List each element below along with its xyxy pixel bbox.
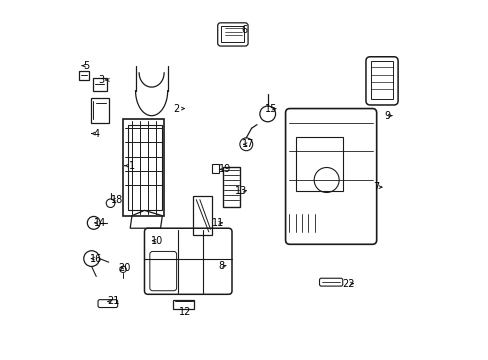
- Text: 22: 22: [341, 279, 354, 289]
- Text: 19: 19: [218, 164, 230, 174]
- Text: 1: 1: [129, 161, 135, 171]
- Bar: [296, 137, 342, 191]
- Text: 4: 4: [93, 129, 99, 139]
- Text: 21: 21: [107, 296, 119, 306]
- FancyBboxPatch shape: [217, 23, 247, 46]
- Text: 9: 9: [384, 111, 389, 121]
- Text: 5: 5: [83, 61, 90, 71]
- Bar: [223, 167, 240, 207]
- Bar: [370, 62, 393, 99]
- Text: 18: 18: [110, 195, 122, 204]
- Text: 17: 17: [242, 139, 254, 149]
- Text: 10: 10: [150, 236, 163, 246]
- Text: 15: 15: [264, 104, 277, 113]
- FancyBboxPatch shape: [144, 228, 231, 294]
- Bar: [212, 164, 219, 173]
- Text: 13: 13: [234, 186, 246, 196]
- FancyBboxPatch shape: [98, 300, 118, 307]
- Bar: [128, 125, 162, 210]
- Bar: [91, 98, 108, 123]
- Bar: [123, 119, 164, 216]
- Text: 14: 14: [94, 218, 106, 228]
- Text: 7: 7: [373, 182, 379, 192]
- Text: 20: 20: [119, 262, 131, 273]
- FancyBboxPatch shape: [285, 109, 376, 244]
- Bar: [93, 78, 107, 91]
- Bar: [221, 26, 244, 42]
- Text: 8: 8: [218, 261, 224, 271]
- Text: 16: 16: [90, 253, 102, 264]
- FancyBboxPatch shape: [319, 278, 342, 286]
- Text: 2: 2: [173, 104, 180, 113]
- Text: 3: 3: [99, 75, 104, 85]
- Text: 11: 11: [211, 218, 224, 228]
- Bar: [173, 300, 194, 309]
- Bar: [192, 196, 212, 235]
- Bar: [80, 71, 89, 80]
- Text: 6: 6: [241, 25, 247, 35]
- FancyBboxPatch shape: [365, 57, 397, 105]
- FancyBboxPatch shape: [149, 251, 176, 291]
- Text: 12: 12: [179, 307, 191, 317]
